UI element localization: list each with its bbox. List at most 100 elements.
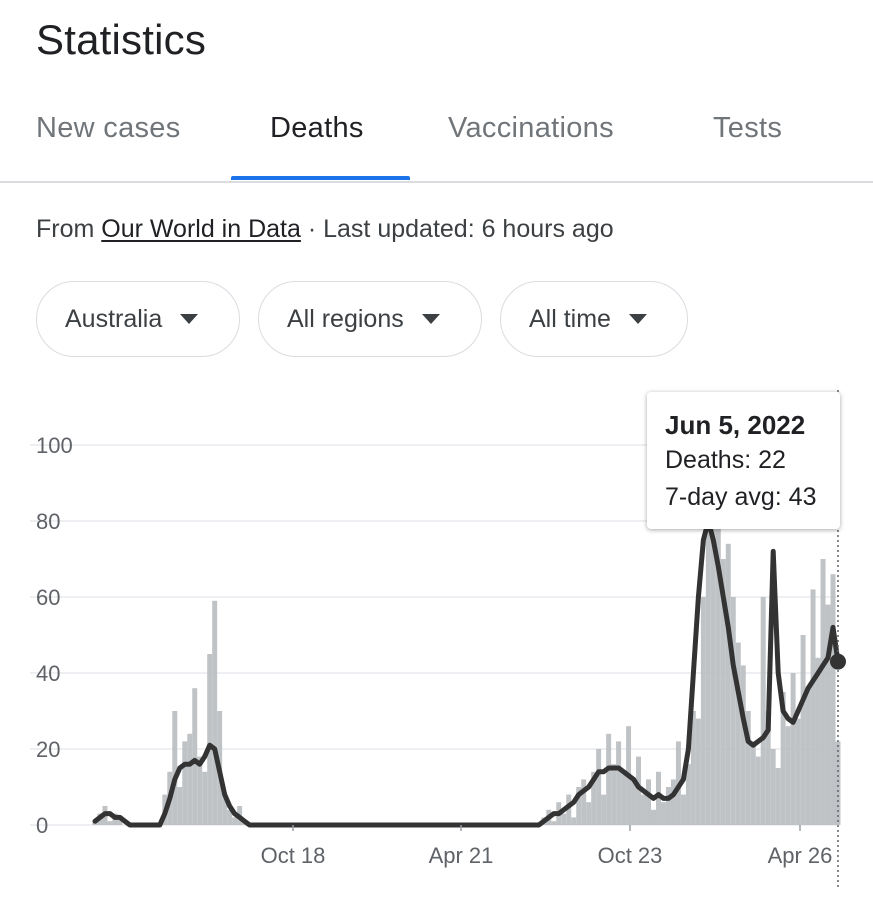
daily-deaths-bar [705, 528, 711, 825]
chevron-down-icon [628, 314, 647, 324]
daily-deaths-bar [576, 787, 582, 825]
daily-deaths-bar [591, 771, 597, 825]
daily-deaths-bar [805, 688, 811, 825]
daily-deaths-bar [780, 692, 786, 825]
source-link[interactable]: Our World in Data [101, 215, 301, 243]
daily-deaths-bar [212, 600, 218, 825]
daily-deaths-bar [800, 635, 806, 825]
daily-deaths-bar [117, 817, 123, 825]
daily-deaths-bar [670, 779, 676, 825]
daily-deaths-bar [665, 787, 671, 825]
y-tick-label: 20 [36, 737, 60, 762]
daily-deaths-bar [107, 821, 113, 825]
daily-deaths-bar [810, 589, 816, 825]
daily-deaths-bar [636, 756, 642, 825]
daily-deaths-bar [182, 741, 188, 825]
active-tab-indicator [231, 176, 410, 180]
daily-deaths-bar [232, 817, 238, 825]
last-updated-text: Last updated: 6 hours ago [323, 215, 614, 243]
daily-deaths-bar [192, 688, 198, 825]
daily-deaths-bar [207, 654, 213, 825]
daily-deaths-bar [770, 749, 776, 825]
daily-deaths-bar [725, 543, 731, 825]
x-tick-label: Oct 18 [261, 843, 326, 868]
chevron-down-icon [421, 314, 440, 324]
daily-deaths-bar [720, 559, 726, 825]
daily-deaths-bar [730, 597, 736, 825]
daily-deaths-bar [825, 604, 831, 825]
daily-deaths-bar [187, 733, 193, 825]
region-dropdown-label: All regions [287, 304, 404, 333]
daily-deaths-bar [820, 559, 826, 825]
daily-deaths-bar [795, 718, 801, 825]
daily-deaths-bar [561, 813, 567, 825]
seven-day-average-line [92, 518, 841, 828]
daily-deaths-bar [815, 657, 821, 825]
x-tick-label: Oct 23 [598, 843, 663, 868]
selected-point-marker [830, 653, 846, 670]
daily-deaths-bar [690, 711, 696, 825]
daily-deaths-bar [835, 741, 841, 825]
daily-deaths-bar [765, 711, 771, 825]
country-dropdown-label: Australia [65, 304, 163, 333]
daily-deaths-bar [700, 597, 706, 825]
x-tick-label: Apr 21 [429, 843, 494, 868]
daily-deaths-bar [566, 794, 572, 825]
daily-deaths-bar [760, 597, 766, 825]
tab-tests[interactable]: Tests [713, 112, 783, 144]
daily-deaths-bar [596, 749, 602, 825]
source-prefix: From [36, 215, 95, 243]
tab-new-cases[interactable]: New cases [36, 112, 181, 144]
daily-deaths-bar [790, 673, 796, 825]
daily-deaths-bar [685, 764, 691, 825]
daily-deaths-bar [631, 779, 637, 825]
y-tick-label: 0 [36, 813, 48, 838]
daily-deaths-bar [655, 771, 661, 825]
daily-deaths-bar [755, 756, 761, 825]
daily-deaths-bar [785, 726, 791, 825]
y-tick-label: 40 [36, 661, 60, 686]
daily-deaths-bar [715, 475, 721, 825]
time-range-dropdown[interactable]: All time [500, 281, 688, 357]
daily-deaths-bar [581, 779, 587, 825]
daily-deaths-bar [601, 794, 607, 825]
daily-deaths-bar [197, 756, 203, 825]
region-dropdown[interactable]: All regions [258, 281, 482, 357]
daily-deaths-bar [775, 768, 781, 825]
tab-vaccinations[interactable]: Vaccinations [448, 112, 614, 144]
country-dropdown[interactable]: Australia [36, 281, 240, 357]
x-tick-label: Apr 26 [768, 843, 833, 868]
y-tick-label: 100 [36, 433, 73, 458]
tab-deaths[interactable]: Deaths [270, 112, 364, 144]
chevron-down-icon [180, 314, 199, 324]
daily-deaths-bar [830, 574, 836, 825]
time-range-dropdown-label: All time [529, 304, 611, 333]
tooltip-date: Jun 5, 2022 [665, 410, 806, 440]
daily-deaths-bar [222, 794, 228, 825]
daily-deaths-bar [745, 711, 751, 825]
daily-deaths-bar [586, 802, 592, 825]
daily-deaths-bar [641, 794, 647, 825]
deaths-chart[interactable]: 0 20 40 60 80 100 Oct 18 Apr 21 Oct 23 Apr 26 [0, 380, 873, 900]
daily-deaths-bar [616, 741, 622, 825]
chart-tooltip: Jun 5, 2022 Deaths: 22 7-day avg: 43 [647, 392, 840, 529]
tooltip-average: 7-day avg: 43 [665, 483, 817, 511]
daily-deaths-bar [651, 809, 656, 825]
daily-deaths-bar [571, 817, 577, 825]
daily-deaths-bar [750, 741, 756, 825]
daily-deaths-bar [177, 787, 183, 825]
source-line: From Our World in Data · Last updated: 6… [36, 215, 614, 244]
daily-deaths-bar [551, 821, 557, 825]
daily-deaths-bar [740, 665, 746, 825]
y-tick-label: 80 [36, 509, 60, 534]
source-separator: · [307, 215, 317, 243]
daily-deaths-bar [202, 771, 208, 825]
page-title: Statistics [36, 16, 207, 63]
tabs-divider [0, 181, 873, 183]
tooltip-deaths: Deaths: 22 [665, 446, 786, 474]
daily-deaths-bar [680, 794, 686, 825]
daily-deaths-bar [646, 779, 652, 825]
daily-deaths-bar [621, 771, 627, 825]
daily-deaths-bar [606, 733, 612, 825]
daily-deaths-bar [172, 711, 178, 825]
